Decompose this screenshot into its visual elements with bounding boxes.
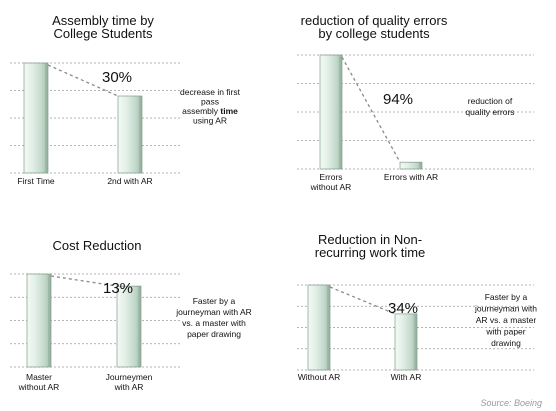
annotation-text: reduction of quality errors	[465, 96, 514, 117]
bar	[26, 273, 52, 368]
percent-label: 34%	[388, 300, 418, 317]
bar	[116, 285, 142, 368]
bar-shadow	[339, 55, 342, 169]
annotation-text: decrease in first pass assembly time using …	[180, 87, 241, 126]
bar-shadow	[419, 162, 422, 169]
chart-panel: Cost Reduction Master without AR Journeymen…	[10, 238, 252, 392]
bar	[394, 313, 418, 371]
category-label: With AR	[391, 372, 422, 382]
annotation-text: Faster by a journeyman with AR vs. a maste…	[175, 296, 252, 339]
chart-title: Reduction in Non-recurring work time	[315, 232, 426, 260]
bar-shadow	[45, 63, 48, 173]
bar	[23, 62, 49, 174]
category-label: Errors with AR	[384, 172, 438, 182]
bar	[319, 54, 343, 170]
chart-title: Cost Reduction	[53, 238, 142, 253]
bar	[307, 284, 331, 371]
chart-panel: Assembly time by College Students First Ti…	[10, 13, 241, 186]
trend-connector	[329, 286, 396, 315]
chart-title: reduction of quality errors by college st…	[301, 13, 448, 41]
bar-shadow	[414, 313, 417, 370]
category-label: 2nd with AR	[107, 176, 152, 186]
bar-shadow	[327, 285, 330, 370]
percent-label: 94%	[383, 91, 413, 108]
percent-label: 13%	[103, 280, 133, 297]
percent-label: 30%	[102, 69, 132, 86]
category-label: Master without AR	[18, 372, 60, 392]
chart-panel: Reduction in Non-recurring work time With…	[297, 232, 537, 382]
bar-shadow	[139, 96, 142, 173]
bar	[399, 161, 423, 170]
trend-connector	[50, 275, 118, 287]
chart-title: Assembly time by College Students	[52, 13, 154, 41]
category-label: Without AR	[298, 372, 341, 382]
bar-shadow	[48, 274, 51, 367]
category-label: Errors without AR	[310, 172, 352, 192]
trend-connector	[47, 64, 119, 97]
bar	[117, 95, 143, 174]
source-label: Source: Boeing	[480, 398, 542, 408]
trend-connector	[341, 56, 401, 163]
chart-panel: reduction of quality errors by college st…	[297, 13, 534, 192]
category-label: First Time	[17, 176, 55, 186]
annotation-text: Faster by a journeyman with AR vs. a maste…	[474, 292, 537, 348]
bar-shadow	[138, 286, 141, 367]
category-label: Journeymen with AR	[106, 372, 153, 392]
